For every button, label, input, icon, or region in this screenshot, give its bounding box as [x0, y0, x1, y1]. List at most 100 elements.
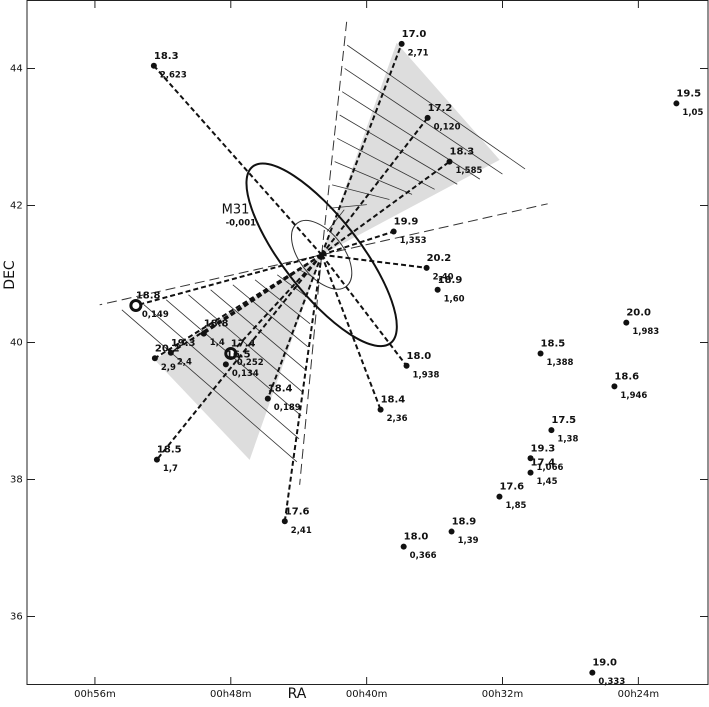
center-redshift: -0,001: [226, 218, 256, 228]
magnitude-label: 18.3: [154, 51, 179, 62]
x-axis-label: RA: [288, 686, 307, 702]
hatch: [121, 309, 298, 463]
redshift-label: 2,36: [387, 414, 408, 424]
redshift-label: 0,120: [434, 122, 461, 132]
point: [222, 361, 229, 368]
y-tick-label: 40: [10, 338, 23, 349]
point: [446, 158, 453, 165]
point: [281, 518, 288, 525]
point: [390, 228, 397, 235]
redshift-label: 1,946: [620, 391, 647, 401]
link-line: [321, 160, 451, 256]
link-line: [230, 254, 323, 355]
link-line: [320, 43, 403, 256]
cone-edge: [321, 21, 348, 255]
point: [548, 427, 555, 434]
redshift-label: 0,134: [232, 369, 259, 379]
x-tick-label: 00h24m: [618, 689, 660, 700]
link-line: [135, 253, 322, 307]
point: [434, 286, 441, 293]
hatch: [329, 204, 367, 209]
redshift-label: 2,4: [177, 357, 192, 367]
hatch: [339, 114, 458, 185]
x-tick-label: 00h56m: [74, 689, 116, 700]
y-tick-label: 44: [10, 64, 23, 75]
magnitude-label: 17.4: [531, 458, 556, 469]
m31-outer: [245, 162, 398, 348]
cone-shade: [321, 42, 500, 255]
magnitude-label: 20.2: [427, 253, 452, 264]
point: [424, 114, 431, 121]
magnitude-label: 17.2: [428, 103, 453, 114]
hatch: [254, 279, 311, 325]
redshift-label: 1,45: [537, 477, 558, 487]
link-line: [321, 253, 427, 269]
redshift-label: 0,252: [237, 358, 264, 368]
hatch: [344, 68, 503, 175]
redshift-label: 0,189: [274, 403, 301, 413]
point: [589, 669, 596, 676]
link-line: [283, 254, 323, 522]
link-line: [154, 253, 323, 360]
magnitude-label: 18.4: [268, 384, 293, 395]
magnitude-label: 16.5: [226, 349, 251, 360]
redshift-label: 1,85: [505, 501, 526, 511]
cone-edge: [321, 203, 548, 256]
point: [153, 456, 160, 463]
point: [400, 543, 407, 550]
redshift-label: 2,41: [291, 526, 312, 536]
redshift-label: 2,71: [408, 48, 429, 58]
magnitude-label: 18.9: [452, 517, 477, 528]
link-line: [266, 254, 323, 400]
magnitude-label: 17.5: [551, 415, 576, 426]
point: [200, 330, 207, 337]
point: [150, 62, 157, 69]
hatch: [336, 137, 435, 190]
hatch: [188, 294, 304, 394]
hatch: [326, 209, 345, 232]
cone-edge: [99, 254, 322, 306]
point-ring: [224, 346, 238, 360]
y-axis-label: DEC: [2, 260, 18, 290]
link-line: [153, 65, 323, 256]
magnitude-label: 17.6: [499, 482, 524, 493]
redshift-label: 1,05: [682, 108, 703, 118]
point: [496, 493, 503, 500]
redshift-label: 1,938: [413, 370, 440, 380]
magnitude-label: 18.3: [450, 147, 475, 158]
redshift-label: 1,39: [458, 536, 479, 546]
redshift-label: 2,9: [161, 363, 176, 373]
x-tick-label: 00h48m: [210, 689, 252, 700]
magnitude-label: 17.0: [402, 29, 427, 40]
y-tick-label: 38: [10, 475, 23, 486]
magnitude-label: 18.0: [404, 532, 429, 543]
magnitude-label: 19.5: [676, 88, 701, 99]
redshift-label: 1,4: [210, 338, 225, 348]
hatch: [341, 91, 481, 180]
redshift-label: 1,388: [547, 358, 574, 368]
magnitude-label: 18.4: [381, 395, 406, 406]
point: [377, 406, 384, 413]
point: [537, 350, 544, 357]
redshift-label: 1,585: [456, 166, 483, 176]
hatch: [232, 284, 309, 348]
redshift-label: 1,066: [537, 463, 564, 473]
magnitude-label: 19.3: [171, 338, 196, 349]
magnitude-label: 18.8: [136, 291, 161, 302]
point: [151, 355, 158, 362]
x-tick-label: 00h32m: [482, 689, 524, 700]
y-tick-label: 36: [10, 612, 23, 623]
hatch: [334, 161, 413, 195]
redshift-label: 0,149: [142, 310, 169, 320]
magnitude-label: 18.6: [614, 371, 639, 382]
point: [611, 383, 618, 390]
magnitude-label: 18.5: [541, 338, 566, 349]
point: [398, 40, 405, 47]
hatch: [210, 289, 306, 371]
redshift-label: 0,366: [410, 551, 437, 561]
redshift-label: 0,333: [598, 677, 625, 687]
magnitude-label: 19.0: [592, 658, 617, 669]
redshift-label: 1,7: [163, 464, 178, 474]
link-line: [170, 253, 323, 354]
point: [527, 455, 534, 462]
